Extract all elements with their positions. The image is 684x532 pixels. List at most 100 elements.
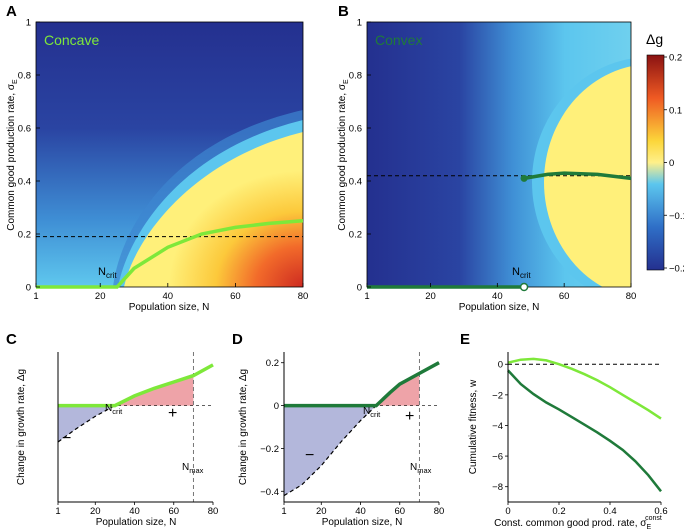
xlabel-b: Population size, N bbox=[459, 302, 540, 313]
plus-label-c: + bbox=[168, 405, 177, 422]
x-tick-label: 60 bbox=[168, 506, 179, 517]
panel-label-e: E bbox=[460, 331, 470, 348]
y-tick-label: 0 bbox=[357, 283, 362, 294]
axes-d: 1 20 40 60 80 −0.4 −0.2 0 0.2 bbox=[260, 352, 444, 517]
inset-label-b: Convex bbox=[375, 32, 422, 48]
y-tick-label: −0.4 bbox=[260, 487, 279, 498]
ticks-e: 0 0.2 0.4 0.6 0 −2 −4 −6 −8 bbox=[492, 360, 667, 517]
y-tick-label: −0.2 bbox=[260, 444, 279, 455]
ylabel-b: Common good production rate, σE bbox=[337, 79, 350, 231]
x-tick-label: 80 bbox=[626, 291, 637, 302]
y-tick-label: 0 bbox=[274, 401, 279, 412]
x-tick-label: 60 bbox=[394, 506, 405, 517]
y-tick-label: 0.8 bbox=[18, 71, 31, 82]
colorbar bbox=[646, 54, 665, 271]
y-tick-label: −2 bbox=[492, 390, 503, 401]
axes-e: 0 0.2 0.4 0.6 0 −2 −4 −6 −8 bbox=[492, 352, 668, 517]
ncrit-label-c: Ncrit bbox=[105, 403, 123, 416]
x-tick-label: 0.2 bbox=[552, 506, 565, 517]
heatmap-a bbox=[36, 22, 303, 287]
y-tick-label: 0.4 bbox=[18, 177, 31, 188]
minus-label-c: − bbox=[62, 430, 71, 447]
x-tick-label: 40 bbox=[163, 291, 174, 302]
inset-label-a: Concave bbox=[44, 32, 99, 48]
colorbar-tick-label: 0.1 bbox=[669, 105, 682, 116]
series-concave bbox=[507, 357, 662, 420]
ticks-c: 1 20 40 60 80 bbox=[55, 502, 218, 517]
colorbar-tick-label: −0.1 bbox=[669, 211, 684, 222]
y-tick-label: 0.4 bbox=[349, 177, 362, 188]
colorbar-ticks: 0.2 0.1 0 −0.1 −0.2 bbox=[664, 53, 684, 275]
negative-area-d bbox=[284, 405, 377, 496]
y-tick-label: −4 bbox=[492, 421, 503, 432]
ncrit-marker-open bbox=[519, 282, 529, 292]
x-tick-label: 80 bbox=[208, 506, 219, 517]
x-tick-label: 1 bbox=[33, 291, 38, 302]
y-tick-label: 1 bbox=[26, 18, 31, 29]
ticks-b: 1 20 40 60 80 0 0.2 0.4 0.6 0.8 1 bbox=[349, 18, 637, 303]
panel-label-a: A bbox=[6, 3, 17, 20]
y-tick-label: 0 bbox=[26, 283, 31, 294]
curve-b-high bbox=[523, 171, 632, 181]
panel-label-b: B bbox=[338, 3, 349, 20]
ylabel-d: Change in growth rate, Δg bbox=[238, 369, 249, 485]
y-tick-label: −8 bbox=[492, 482, 503, 493]
nmax-label-c: Nmax bbox=[182, 462, 204, 475]
ylabel-e: Cumulative fitness, w bbox=[468, 379, 479, 474]
colorbar-tick-label: −0.2 bbox=[669, 264, 684, 275]
minus-label-d: − bbox=[305, 447, 314, 464]
x-tick-label: 40 bbox=[492, 291, 503, 302]
y-tick-label: 0.8 bbox=[349, 71, 362, 82]
axes-c: 1 20 40 60 80 bbox=[55, 352, 218, 517]
ncrit-marker-filled bbox=[520, 174, 528, 182]
xlabel-d: Population size, N bbox=[322, 517, 403, 528]
x-tick-label: 0.4 bbox=[603, 506, 616, 517]
curve-a bbox=[36, 219, 304, 289]
colorbar-tick-label: 0.2 bbox=[669, 53, 682, 64]
negative-area-c bbox=[58, 405, 115, 442]
ylabel-c: Change in growth rate, Δg bbox=[16, 369, 27, 485]
series-convex bbox=[507, 369, 662, 493]
x-tick-label: 80 bbox=[434, 506, 445, 517]
x-tick-label: 1 bbox=[55, 506, 60, 517]
colorbar-tick-label: 0 bbox=[669, 158, 674, 169]
y-tick-label: 0.2 bbox=[349, 230, 362, 241]
x-tick-label: 60 bbox=[559, 291, 570, 302]
x-tick-label: 0 bbox=[505, 506, 510, 517]
panel-label-d: D bbox=[232, 331, 243, 348]
nmax-label-d: Nmax bbox=[410, 462, 432, 475]
ticks-a: 1 20 40 60 80 0 0.2 0.4 0.6 0.8 1 bbox=[18, 18, 309, 303]
y-tick-label: 0.2 bbox=[18, 230, 31, 241]
x-tick-label: 1 bbox=[281, 506, 286, 517]
x-tick-label: 0.6 bbox=[654, 506, 667, 517]
y-tick-label: 0 bbox=[498, 360, 503, 371]
ncrit-label-a: Ncrit bbox=[98, 266, 117, 280]
ncrit-label-d: Ncrit bbox=[363, 406, 381, 419]
x-tick-label: 40 bbox=[129, 506, 140, 517]
heatmap-b-positive-region bbox=[544, 66, 631, 287]
x-tick-label: 1 bbox=[364, 291, 369, 302]
ncrit-label-b: Ncrit bbox=[512, 266, 531, 280]
xlabel-c: Population size, N bbox=[96, 517, 177, 528]
x-tick-label: 40 bbox=[355, 506, 366, 517]
curve-c bbox=[58, 363, 214, 408]
ticks-d: 1 20 40 60 80 −0.4 −0.2 0 0.2 bbox=[260, 358, 444, 517]
ylabel-a: Common good production rate, σE bbox=[6, 79, 19, 231]
y-tick-label: −6 bbox=[492, 452, 503, 463]
x-tick-label: 20 bbox=[425, 291, 436, 302]
x-tick-label: 20 bbox=[95, 291, 106, 302]
curve-d bbox=[284, 361, 440, 408]
y-tick-label: 0.6 bbox=[349, 124, 362, 135]
colorbar-label: Δg bbox=[646, 31, 663, 47]
x-tick-label: 20 bbox=[316, 506, 327, 517]
heatmap-b bbox=[367, 22, 631, 287]
xlabel-e: Const. common good prod. rate, σEconst bbox=[494, 515, 662, 531]
panel-label-c: C bbox=[6, 331, 17, 348]
x-tick-label: 20 bbox=[90, 506, 101, 517]
axes-a-frame bbox=[35, 21, 304, 288]
plus-label-d: + bbox=[405, 408, 414, 425]
x-tick-label: 80 bbox=[298, 291, 309, 302]
y-tick-label: 1 bbox=[357, 18, 362, 29]
y-tick-label: 0.6 bbox=[18, 124, 31, 135]
